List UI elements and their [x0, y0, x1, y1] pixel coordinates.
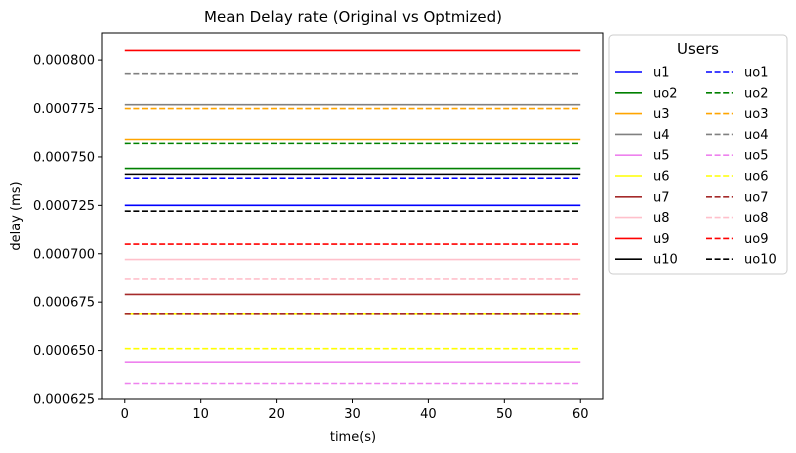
y-tick-label: 0.000725 — [33, 199, 95, 214]
legend-label-uo3-12: uo3 — [744, 107, 768, 122]
legend-box — [608, 34, 788, 275]
x-tick-label: 40 — [420, 407, 437, 422]
legend-label-uo2-1: uo2 — [653, 86, 677, 101]
y-tick-label: 0.000775 — [33, 102, 95, 117]
x-axis-title: time(s) — [330, 430, 376, 445]
legend-label-uo7-16: uo7 — [744, 190, 768, 205]
y-axis: 0.000625 0.000650 0.000675 0.000700 0.000725… — [33, 54, 102, 408]
y-tick-label: 0.000750 — [33, 150, 95, 165]
legend-label-u1-0: u1 — [653, 66, 670, 81]
y-tick-label: 0.000800 — [33, 54, 95, 69]
series-layer — [124, 49, 581, 385]
legend-label-u5-4: u5 — [653, 149, 670, 164]
legend-label-u4-3: u4 — [653, 128, 670, 143]
legend-label-uo6-15: uo6 — [744, 170, 768, 185]
y-axis-title: delay (ms) — [9, 181, 24, 250]
legend-label-u8-7: u8 — [653, 211, 670, 226]
legend-label-u10-9: u10 — [653, 253, 678, 268]
x-tick-label: 20 — [268, 407, 285, 422]
x-tick-label: 50 — [496, 407, 513, 422]
chart-title: Mean Delay rate (Original vs Optmized) — [204, 8, 502, 26]
legend-label-u3-2: u3 — [653, 107, 670, 122]
x-tick-label: 60 — [572, 407, 589, 422]
y-tick-label: 0.000675 — [33, 296, 95, 311]
legend-label-u7-6: u7 — [653, 190, 670, 205]
x-tick-label: 0 — [121, 407, 129, 422]
legend-items: u1 uo2 u3 u4 u5 u6 u7 u8 u9 u10 uo1 uo2 uo3 uo4 uo5 uo6… — [615, 66, 777, 268]
y-tick-label: 0.000650 — [33, 344, 95, 359]
legend-label-uo1-10: uo1 — [744, 66, 768, 81]
y-tick-label: 0.000625 — [33, 393, 95, 408]
legend: Users u1 uo2 u3 u4 u5 u6 u7 u8 u9 u10 uo1 uo2 uo3 uo4… — [608, 34, 788, 275]
legend-label-u9-8: u9 — [653, 232, 670, 247]
legend-label-uo5-14: uo5 — [744, 149, 768, 164]
legend-label-uo4-13: uo4 — [744, 128, 768, 143]
x-tick-label: 30 — [344, 407, 361, 422]
legend-label-uo8-17: uo8 — [744, 211, 768, 226]
x-tick-label: 10 — [192, 407, 209, 422]
y-tick-label: 0.000700 — [33, 247, 95, 262]
legend-label-uo10-19: uo10 — [744, 253, 777, 268]
x-axis: 0 10 20 30 40 50 60 — [121, 399, 589, 422]
plot-frame — [101, 32, 604, 400]
legend-label-u6-5: u6 — [653, 170, 670, 185]
legend-label-uo9-18: uo9 — [744, 232, 768, 247]
legend-label-uo2-11: uo2 — [744, 86, 768, 101]
legend-title: Users — [677, 40, 719, 58]
